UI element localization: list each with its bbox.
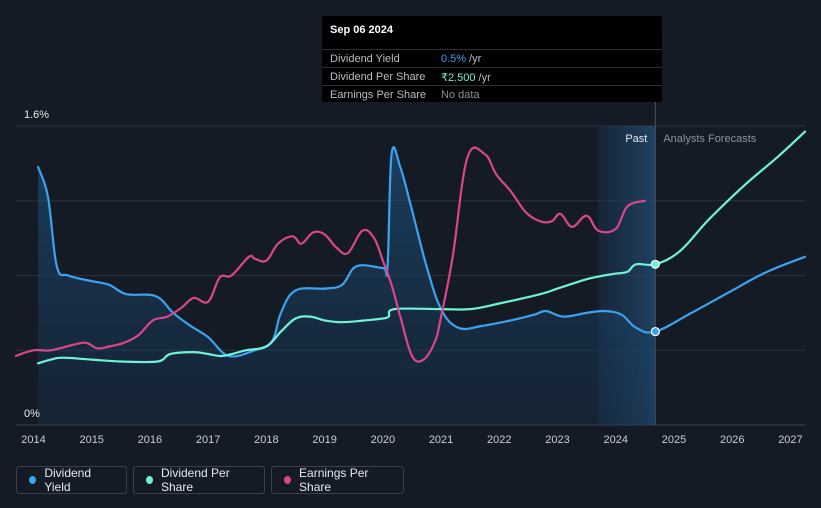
tooltip-label: Dividend Yield bbox=[330, 53, 400, 65]
x-tick-label: 2021 bbox=[429, 434, 453, 446]
x-tick-label: 2022 bbox=[487, 434, 511, 446]
dividend-per-share-marker bbox=[650, 259, 660, 269]
dividend-yield-line bbox=[37, 146, 807, 358]
x-tick-label: 2018 bbox=[254, 434, 278, 446]
series-markers bbox=[650, 259, 660, 337]
tooltip-row-earnings-per-share: Earnings Per Share No data bbox=[322, 85, 662, 104]
dividend-yield-marker bbox=[650, 326, 660, 337]
tooltip-unit: /yr bbox=[478, 72, 491, 84]
y-tick-label: 0% bbox=[24, 408, 40, 420]
past-label: Past bbox=[625, 133, 647, 145]
legend-dot-icon bbox=[146, 476, 153, 484]
tooltip-label: Dividend Per Share bbox=[330, 71, 426, 83]
legend-dot-icon bbox=[284, 476, 292, 484]
legend-label: Earnings Per Share bbox=[299, 466, 369, 494]
y-axis: 1.6% 0% bbox=[24, 109, 49, 420]
x-tick-label: 2026 bbox=[720, 434, 744, 446]
tooltip-value: No data bbox=[441, 89, 480, 101]
dividend-yield-area bbox=[38, 147, 656, 425]
legend-label: Dividend Yield bbox=[44, 466, 92, 494]
tooltip-value: 0.5% bbox=[441, 53, 467, 65]
x-tick-label: 2017 bbox=[196, 434, 220, 446]
tooltip-label: Earnings Per Share bbox=[330, 89, 426, 101]
dividend-per-share-line bbox=[37, 130, 807, 365]
tooltip-row-dividend-per-share: Dividend Per Share ₹2.500/yr bbox=[322, 67, 662, 86]
tooltip-date: Sep 06 2024 bbox=[330, 24, 393, 36]
legend-dot-icon bbox=[29, 476, 37, 484]
x-tick-label: 2014 bbox=[21, 434, 45, 446]
legend-item-dividend-per-share[interactable]: Dividend Per Share bbox=[133, 466, 265, 494]
series-areas bbox=[38, 147, 656, 425]
x-axis: 2014 2015 2016 2017 2018 2019 2020 2021 2022 2023… bbox=[21, 434, 802, 446]
tooltip: Sep 06 2024 Dividend Yield 0.5%/yr Divid… bbox=[322, 16, 662, 102]
series-lines bbox=[14, 130, 807, 365]
forecast-label: Analysts Forecasts bbox=[663, 133, 756, 145]
x-tick-label: 2015 bbox=[79, 434, 103, 446]
x-tick-label: 2019 bbox=[312, 434, 336, 446]
tooltip-value: ₹2.500 bbox=[441, 72, 476, 84]
x-tick-label: 2016 bbox=[138, 434, 162, 446]
tooltip-unit: /yr bbox=[469, 53, 482, 65]
tooltip-row-dividend-yield: Dividend Yield 0.5%/yr bbox=[322, 49, 662, 68]
legend-item-earnings-per-share[interactable]: Earnings Per Share bbox=[271, 466, 404, 494]
x-tick-label: 2023 bbox=[545, 434, 569, 446]
earnings-per-share-line bbox=[14, 146, 646, 363]
y-tick-label: 1.6% bbox=[24, 109, 49, 121]
x-tick-label: 2024 bbox=[604, 434, 628, 446]
x-tick-label: 2027 bbox=[778, 434, 802, 446]
x-tick-label: 2020 bbox=[371, 434, 395, 446]
legend-item-dividend-yield[interactable]: Dividend Yield bbox=[16, 466, 127, 494]
x-tick-label: 2025 bbox=[662, 434, 686, 446]
legend-label: Dividend Per Share bbox=[161, 466, 230, 494]
